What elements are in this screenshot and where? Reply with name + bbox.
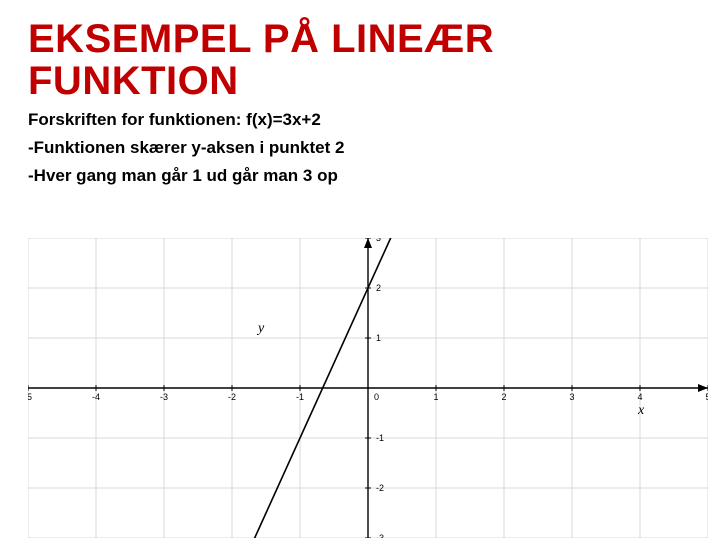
svg-text:2: 2 [376, 283, 381, 293]
svg-text:-4: -4 [92, 392, 100, 402]
chart-container: -5 -4 -3 -2 -1 0 1 2 3 4 5 -3 -2 -1 1 2 3 x y [28, 238, 708, 540]
svg-text:3: 3 [376, 238, 381, 243]
linear-function-chart: -5 -4 -3 -2 -1 0 1 2 3 4 5 -3 -2 -1 1 2 3 x y [28, 238, 708, 538]
svg-text:1: 1 [376, 333, 381, 343]
bullet-item: Forskriften for funktionen: f(x)=3x+2 [28, 110, 692, 130]
svg-text:-3: -3 [376, 533, 384, 538]
svg-text:y: y [256, 321, 265, 336]
svg-text:-3: -3 [160, 392, 168, 402]
svg-text:2: 2 [501, 392, 506, 402]
slide: EKSEMPEL PÅ LINEÆR FUNKTION Forskriften … [0, 0, 720, 540]
svg-text:-1: -1 [376, 433, 384, 443]
svg-text:4: 4 [637, 392, 642, 402]
svg-text:0: 0 [374, 392, 379, 402]
svg-text:1: 1 [433, 392, 438, 402]
svg-text:-5: -5 [28, 392, 32, 402]
bullet-item: -Hver gang man går 1 ud går man 3 op [28, 166, 692, 186]
svg-text:-2: -2 [228, 392, 236, 402]
slide-title: EKSEMPEL PÅ LINEÆR FUNKTION [28, 18, 692, 102]
svg-text:5: 5 [705, 392, 708, 402]
svg-text:3: 3 [569, 392, 574, 402]
svg-text:-1: -1 [296, 392, 304, 402]
bullet-item: -Funktionen skærer y-aksen i punktet 2 [28, 138, 692, 158]
svg-text:x: x [637, 403, 645, 418]
bullet-list: Forskriften for funktionen: f(x)=3x+2 -F… [28, 110, 692, 186]
svg-text:-2: -2 [376, 483, 384, 493]
